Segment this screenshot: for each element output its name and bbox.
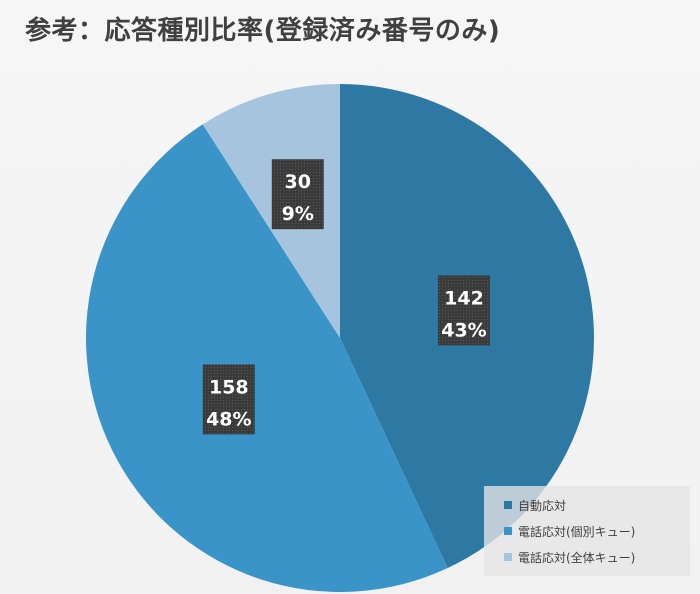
legend-label-auto: 自動応対 — [518, 498, 567, 513]
legend-swatch-phone-individual — [504, 527, 512, 535]
data-label-box — [271, 159, 324, 230]
chart-title: 参考：応答種別比率(登録済み番号のみ) — [25, 16, 501, 46]
legend-swatch-auto — [504, 501, 512, 509]
legend-swatch-phone-all — [504, 553, 512, 561]
pie-slice-phone-individual — [85, 124, 448, 593]
chart-legend: 自動応対 電話応対(個別キュー) 電話応対(全体キュー) — [484, 486, 690, 576]
data-label-value: 30 — [285, 171, 311, 193]
data-label-value: 142 — [444, 287, 484, 309]
legend-item-auto: 自動応対 — [504, 492, 690, 518]
data-label-box — [437, 275, 490, 346]
legend-item-phone-individual: 電話応対(個別キュー) — [504, 518, 690, 544]
legend-label-phone-all: 電話応対(全体キュー) — [518, 550, 636, 565]
legend-item-phone-all: 電話応対(全体キュー) — [504, 544, 690, 570]
data-label-percent: 43% — [441, 319, 486, 341]
data-label-percent: 48% — [206, 408, 251, 430]
data-label-box — [202, 364, 255, 435]
data-label-phone-all: 309% — [271, 159, 324, 230]
legend-label-phone-individual: 電話応対(個別キュー) — [518, 524, 636, 539]
data-label-percent: 9% — [282, 203, 314, 225]
pie-slice-phone-all — [202, 84, 340, 338]
data-label-value: 158 — [209, 376, 249, 398]
